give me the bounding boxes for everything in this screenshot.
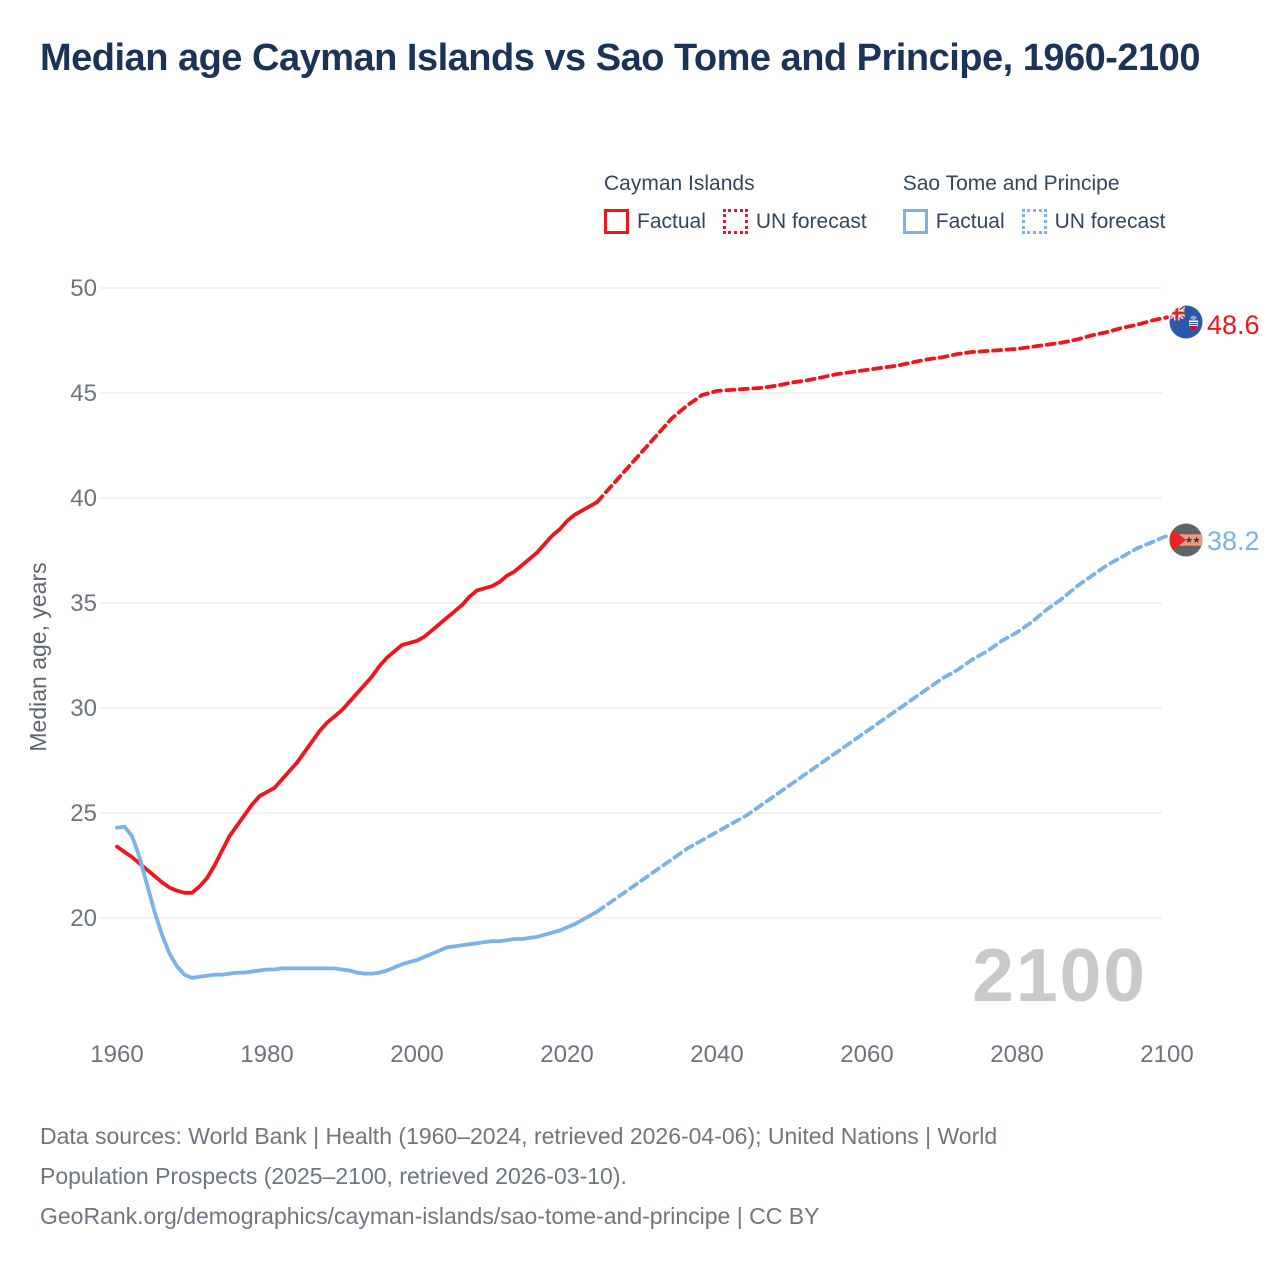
series-saotome-factual <box>115 824 599 980</box>
dotted-red-swatch-icon <box>722 209 748 234</box>
attribution-line: GeoRank.org/demographics/cayman-islands/… <box>40 1203 820 1229</box>
legend-item-sao-tome-forecast: UN forecast <box>1021 209 1166 234</box>
series-cayman-factual <box>115 500 599 895</box>
legend-item-sao-tome-factual: Factual <box>902 209 1005 234</box>
x-tick-label: 2040 <box>690 1041 743 1068</box>
x-tick-label: 1960 <box>90 1041 143 1068</box>
end-value-label-cayman: 48.6 <box>1207 310 1260 340</box>
legend-items: Factual UN forecast <box>902 209 1166 234</box>
series-lines <box>115 315 1169 980</box>
y-tick-label: 20 <box>70 905 97 932</box>
dotted-blue-swatch-icon <box>1021 209 1047 234</box>
legend-group-title: Sao Tome and Principe <box>902 172 1120 195</box>
year-watermark: 2100 <box>972 933 1147 1017</box>
legend-item-cayman-forecast: UN forecast <box>722 209 867 234</box>
x-tick-label: 2020 <box>540 1041 593 1068</box>
data-sources-line-1: Data sources: World Bank | Health (1960–… <box>40 1123 998 1149</box>
legend: Cayman Islands Factual UN forecast Sao T… <box>604 172 1166 234</box>
x-tick-label: 2000 <box>390 1041 443 1068</box>
x-tick-label: 2100 <box>1140 1041 1193 1068</box>
y-tick-label: 35 <box>70 590 97 617</box>
x-tick-label: 1980 <box>240 1041 293 1068</box>
y-tick-label: 40 <box>70 485 97 512</box>
legend-item-label: Factual <box>935 209 1005 233</box>
x-tick-label: 2060 <box>840 1041 893 1068</box>
y-tick-label: 50 <box>70 275 97 302</box>
y-tick-label: 45 <box>70 380 97 407</box>
legend-item-label: Factual <box>637 209 706 233</box>
legend-item-label: UN forecast <box>755 209 867 233</box>
cayman-islands-flag-icon <box>1169 305 1203 339</box>
page-title: Median age Cayman Islands vs Sao Tome an… <box>40 37 1200 79</box>
series-saotome-forecast <box>595 533 1169 914</box>
y-tick-label: 30 <box>70 695 97 722</box>
footer: Data sources: World Bank | Health (1960–… <box>40 1116 1220 1236</box>
legend-group-title: Cayman Islands <box>604 172 755 195</box>
legend-item-cayman-factual: Factual <box>604 209 706 234</box>
axis-tick-labels: 20 25 30 35 40 45 50 1960 1980 2000 2020 2040 2060 20… <box>70 275 1193 1068</box>
y-tick-label: 25 <box>70 800 97 827</box>
legend-item-label: UN forecast <box>1054 209 1166 233</box>
solid-red-swatch-icon <box>604 209 629 234</box>
gridlines <box>100 287 1162 919</box>
series-cayman-forecast <box>595 315 1169 505</box>
data-sources-line-2: Population Prospects (2025–2100, retriev… <box>40 1163 627 1189</box>
sao-tome-and-principe-flag-icon <box>1169 523 1203 557</box>
x-tick-label: 2080 <box>990 1041 1043 1068</box>
solid-blue-swatch-icon <box>902 209 928 234</box>
end-value-label-sao-tome: 38.2 <box>1207 526 1260 556</box>
legend-group-sao-tome: Sao Tome and Principe Factual UN forecas… <box>902 172 1166 234</box>
legend-group-cayman: Cayman Islands Factual UN forecast <box>604 172 867 234</box>
y-axis-title: Median age, years <box>25 562 51 751</box>
legend-items: Factual UN forecast <box>604 209 867 234</box>
